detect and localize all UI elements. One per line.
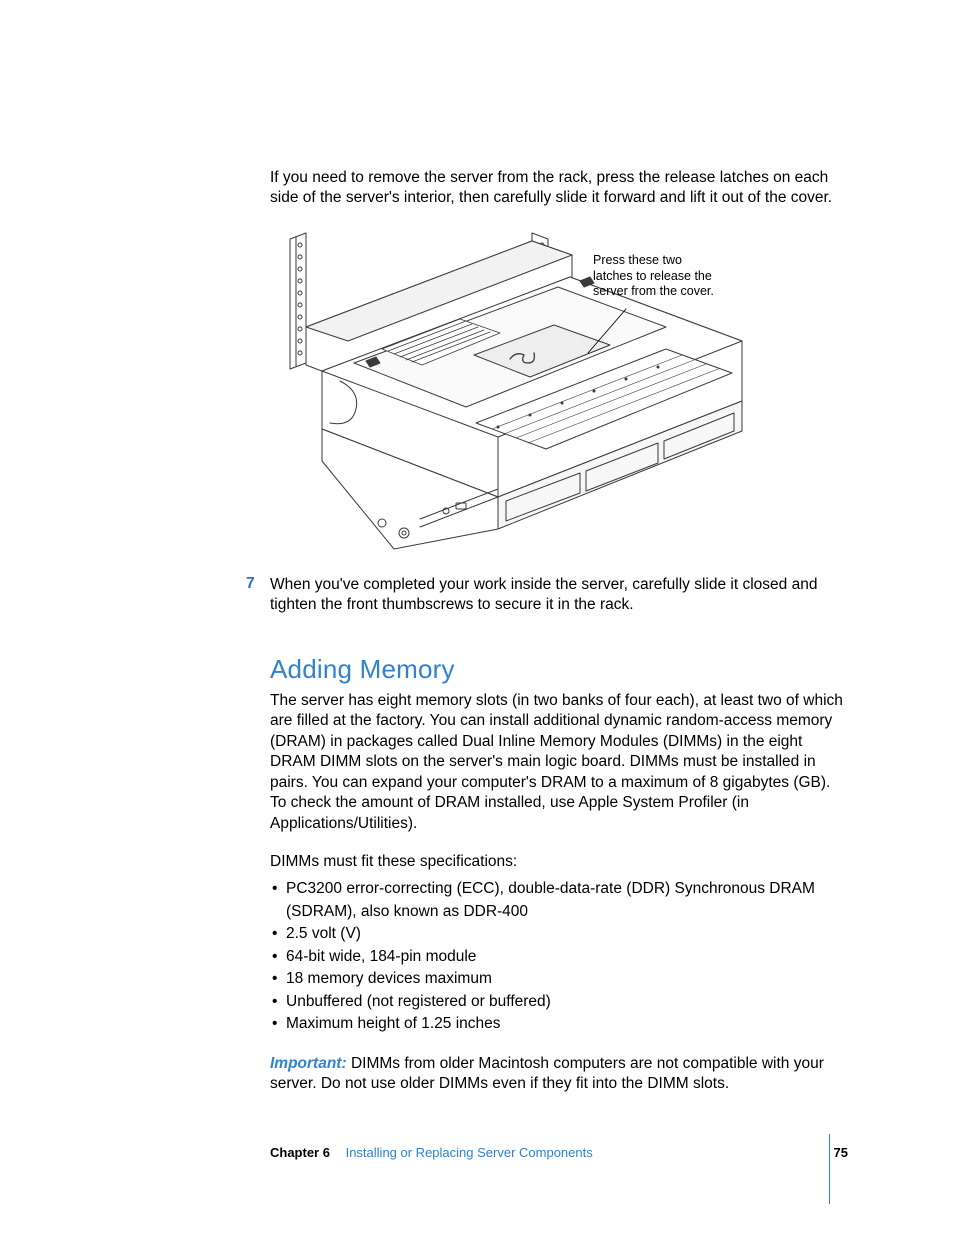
footer-chapter-label: Chapter 6 xyxy=(270,1145,330,1160)
footer-page-number: 75 xyxy=(834,1145,848,1160)
step-text: When you've completed your work inside t… xyxy=(270,575,848,616)
figure-callout: Press these two latches to release the s… xyxy=(593,253,723,300)
spec-item: 18 memory devices maximum xyxy=(270,968,848,990)
important-note: Important: DIMMs from older Macintosh co… xyxy=(270,1054,848,1095)
important-label: Important: xyxy=(270,1055,347,1072)
footer-chapter-title: Installing or Replacing Server Component… xyxy=(346,1145,593,1160)
spec-item: 64-bit wide, 184-pin module xyxy=(270,946,848,968)
spec-item: Maximum height of 1.25 inches xyxy=(270,1013,848,1035)
server-figure: Press these two latches to release the s… xyxy=(270,231,830,561)
intro-paragraph: If you need to remove the server from th… xyxy=(270,168,848,209)
spec-item: PC3200 error-correcting (ECC), double-da… xyxy=(270,878,848,923)
section-heading-adding-memory: Adding Memory xyxy=(270,654,848,685)
page: If you need to remove the server from th… xyxy=(0,0,954,1235)
footer-vertical-rule xyxy=(829,1134,830,1204)
page-footer: Chapter 6 Installing or Replacing Server… xyxy=(270,1145,848,1160)
memory-paragraph: The server has eight memory slots (in tw… xyxy=(270,691,848,834)
important-text: DIMMs from older Macintosh computers are… xyxy=(270,1055,824,1092)
server-diagram-svg xyxy=(270,231,830,561)
specs-list: PC3200 error-correcting (ECC), double-da… xyxy=(270,878,848,1035)
specs-intro: DIMMs must fit these specifications: xyxy=(270,852,848,872)
content-column: If you need to remove the server from th… xyxy=(270,168,848,1095)
step-number: 7 xyxy=(246,575,255,593)
spec-item: Unbuffered (not registered or buffered) xyxy=(270,991,848,1013)
step-7: 7 When you've completed your work inside… xyxy=(270,575,848,616)
spec-item: 2.5 volt (V) xyxy=(270,923,848,945)
